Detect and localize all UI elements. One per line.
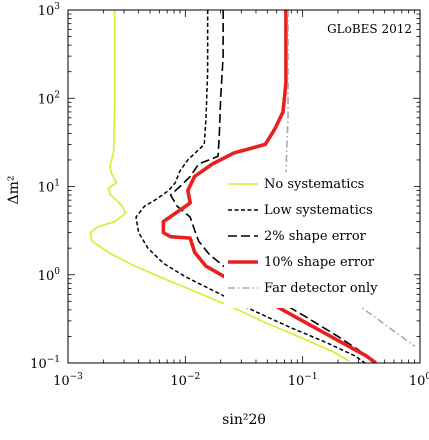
legend: No systematics Low systematics 2% shape er… — [228, 177, 378, 296]
x-tick-label: 10−1 — [288, 372, 318, 389]
y-tick-label: 102 — [38, 90, 60, 107]
legend-label: No systematics — [264, 177, 364, 192]
x-tick-label: 100 — [409, 372, 429, 389]
y-tick-label: 101 — [38, 179, 60, 196]
annotation-text: GLoBES 2012 — [327, 22, 412, 36]
y-axis-label: Δm² — [6, 176, 22, 205]
legend-box — [224, 172, 414, 308]
plot-frame — [67, 9, 421, 364]
legend-label: 2% shape error — [264, 229, 367, 244]
x-axis-label: sin²2θ — [222, 412, 266, 428]
y-tick-label: 103 — [38, 2, 61, 19]
series-line-1 — [89, 10, 350, 362]
y-tick-label: 10−1 — [30, 355, 60, 372]
axis-ticks — [67, 9, 421, 364]
series-line-2 — [135, 10, 366, 363]
legend-label: Far detector only — [264, 281, 378, 296]
y-tick-label: 100 — [38, 267, 61, 284]
tick-labels: 10−3 10−2 10−1 100 10−1 100 101 102 103 — [30, 2, 429, 389]
x-tick-label: 10−2 — [170, 372, 200, 389]
legend-label: Low systematics — [264, 203, 373, 218]
x-tick-label: 10−3 — [53, 372, 83, 389]
legend-label: 10% shape error — [264, 255, 375, 270]
